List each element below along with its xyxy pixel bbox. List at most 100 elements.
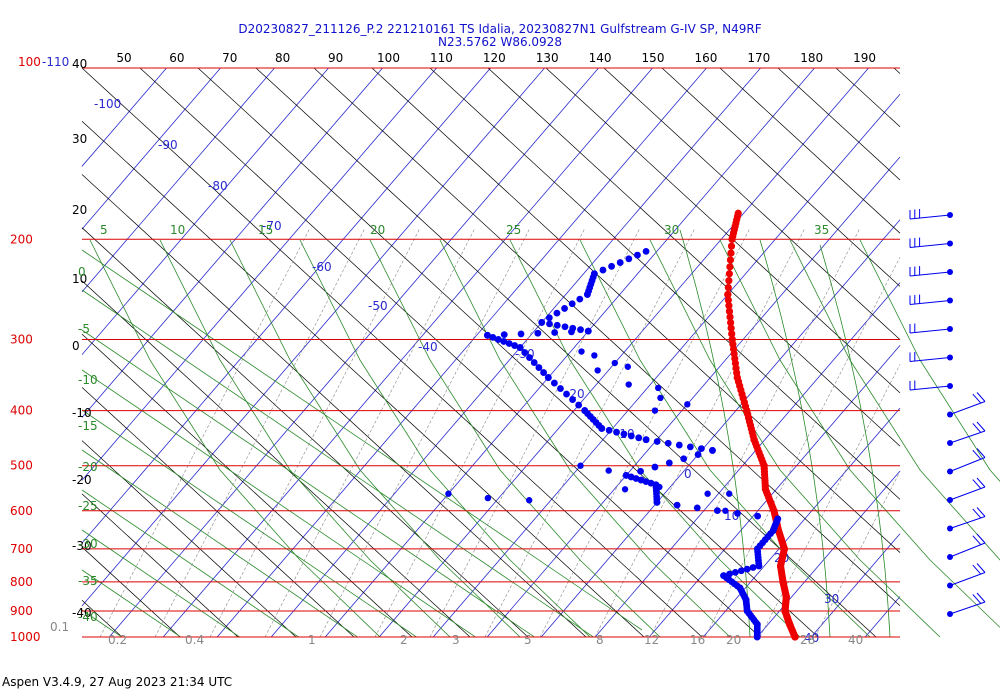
wind-barb — [947, 592, 986, 617]
dewpoint-point — [713, 507, 721, 515]
isotherm-line — [81, 67, 221, 230]
top-temp-label: 180 — [800, 51, 823, 65]
temperature-point — [727, 324, 735, 332]
dewpoint-scatter-point — [657, 394, 664, 402]
moist-adiabat-label: 10 — [170, 223, 185, 237]
dewpoint-point — [530, 359, 538, 366]
wind-barb — [909, 380, 953, 391]
dry-adiabat-line — [81, 449, 358, 638]
dewpoint-point — [664, 439, 672, 447]
dewpoint-point — [557, 385, 564, 392]
reference-line — [487, 67, 901, 447]
mixing-ratio-label: 16 — [690, 633, 705, 647]
wind-barb-staff — [949, 542, 986, 558]
top-temp-label: 90 — [328, 51, 343, 65]
dewpoint-point — [500, 331, 508, 339]
dewpoint-point — [544, 374, 552, 381]
isotherm-line — [108, 67, 599, 638]
dewpoint-point — [693, 504, 701, 512]
moist-adiabat-line — [159, 239, 451, 638]
mixing-ratio-line — [539, 227, 751, 638]
reference-line — [81, 440, 297, 638]
moist-adiabat-line — [859, 239, 1000, 482]
wind-barb-feather — [972, 479, 982, 489]
wind-barb-feather — [972, 393, 982, 404]
moist-adiabat-line — [299, 239, 591, 638]
mixing-ratio-label: 1 — [308, 633, 316, 647]
dewpoint-point — [753, 633, 761, 641]
height-label: 10 — [72, 272, 87, 286]
dewpoint-scatter-point — [578, 348, 585, 355]
dewpoint-point — [534, 329, 542, 337]
dewpoint-point — [665, 459, 673, 467]
reference-line — [81, 387, 355, 638]
reference-line — [81, 493, 239, 638]
wind-barb-feather — [976, 507, 986, 517]
dewpoint-point — [620, 430, 628, 438]
dewpoint-point — [584, 327, 592, 335]
moist-adiabat-line — [89, 239, 381, 638]
wind-barb — [947, 448, 986, 475]
dry-adiabat-line — [81, 249, 643, 631]
reference-line — [429, 67, 901, 500]
mixing-ratio-label: 3 — [452, 633, 460, 647]
reference-line — [835, 67, 901, 127]
dewpoint-point — [743, 565, 751, 573]
dewpoint-point — [642, 436, 650, 444]
isotherm-line — [81, 67, 383, 418]
dewpoint-point — [550, 379, 558, 387]
dewpoint-point — [521, 349, 529, 356]
wind-barb-feather — [976, 563, 986, 573]
wind-barb-feather — [972, 564, 982, 575]
wind-barb — [947, 533, 986, 560]
dewpoint-point — [697, 445, 705, 453]
pressure-label: 600 — [10, 504, 33, 518]
mixing-ratio-line — [154, 227, 366, 638]
dry-adiabat-line — [81, 529, 240, 638]
reference-line — [81, 67, 703, 638]
mixing-ratio-line — [99, 227, 311, 638]
wind-barb-feather — [972, 535, 982, 546]
mixing-ratio-line — [319, 227, 531, 638]
isotherm-line — [486, 156, 901, 638]
wind-barb-staff — [909, 271, 951, 277]
dry-adiabat-line — [81, 569, 181, 638]
mixing-ratio-line — [374, 227, 586, 638]
reference-line — [197, 67, 819, 638]
wind-barb-feather — [972, 423, 982, 433]
isotherm-line — [81, 67, 167, 167]
mixing-ratio-label: 0.4 — [185, 633, 204, 647]
top-temp-label: 120 — [483, 51, 506, 65]
dewpoint-point — [680, 455, 688, 463]
wind-barb — [947, 477, 986, 503]
height-label: -20 — [72, 473, 92, 487]
pressure-label: 1000 — [10, 630, 41, 644]
dry-adiabat-line — [81, 289, 594, 638]
dewpoint-point — [489, 333, 497, 341]
dewpoint-point — [551, 329, 559, 336]
isotherm-line — [162, 67, 653, 638]
wind-barb-feather — [972, 594, 982, 604]
height-label: -30 — [72, 539, 92, 553]
dewpoint-point — [754, 512, 762, 520]
isotherm-line — [81, 67, 491, 544]
temperature-point — [728, 330, 736, 338]
dry-adiabat-label: 0 — [78, 265, 86, 279]
dry-adiabat-label: -20 — [78, 460, 98, 474]
isotherm-line — [270, 67, 761, 638]
wind-barb-staff — [909, 357, 951, 362]
wind-barb-staff — [909, 243, 951, 248]
mixing-ratio-line — [594, 227, 806, 638]
dewpoint-point — [517, 330, 525, 338]
dewpoint-point — [577, 326, 584, 334]
dewpoint-point — [545, 314, 553, 322]
wind-barb — [909, 352, 953, 362]
dewpoint-point — [599, 266, 607, 274]
isotherm-line — [810, 533, 901, 638]
dewpoint-point — [553, 321, 561, 329]
dewpoint-point — [608, 262, 615, 270]
pressure-label: 800 — [10, 575, 33, 589]
top-temp-label: 60 — [169, 51, 184, 65]
dewpoint-point — [627, 432, 635, 440]
